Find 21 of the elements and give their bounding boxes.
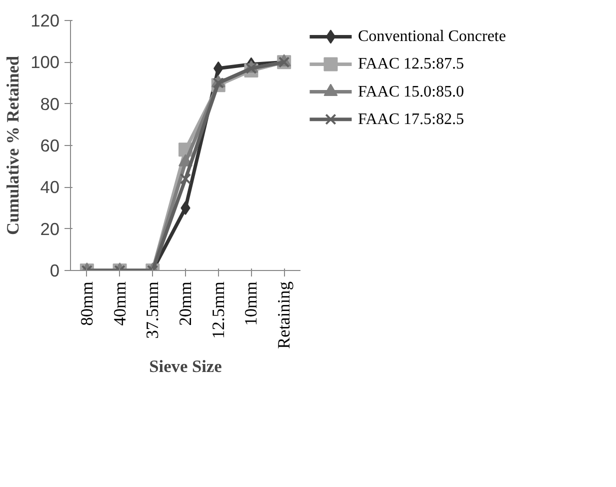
- y-tick-label: 100: [30, 52, 60, 72]
- y-tick-label: 120: [30, 10, 60, 30]
- x-tick-label: 10mm: [242, 280, 261, 326]
- y-axis-title: Cumulative % Retained: [4, 56, 23, 236]
- legend-label: FAAC 17.5:82.5: [358, 110, 464, 128]
- y-tick-label: 20: [40, 218, 60, 239]
- y-tick-label: 40: [40, 177, 60, 198]
- legend-label: FAAC 15.0:85.0: [358, 83, 464, 100]
- point: [246, 62, 257, 74]
- x-axis-title: Sieve Size: [149, 356, 222, 376]
- x-tick-label: 80mm: [77, 280, 96, 326]
- y-tick-label: 0: [50, 260, 60, 280]
- legend-label: FAAC 12.5:87.5: [358, 56, 464, 73]
- x-tick-label: 12.5mm: [208, 280, 228, 339]
- x-tick-label: 20mm: [176, 280, 195, 326]
- x-tick-label: 40mm: [110, 280, 130, 326]
- y-tick-label: 60: [40, 136, 60, 156]
- x-tick-label: 37.5mm: [143, 280, 162, 339]
- x-tick-label: Retaining: [274, 281, 294, 349]
- y-tick-label: 80: [40, 94, 60, 114]
- legend-label: Conventional Concrete: [358, 28, 506, 46]
